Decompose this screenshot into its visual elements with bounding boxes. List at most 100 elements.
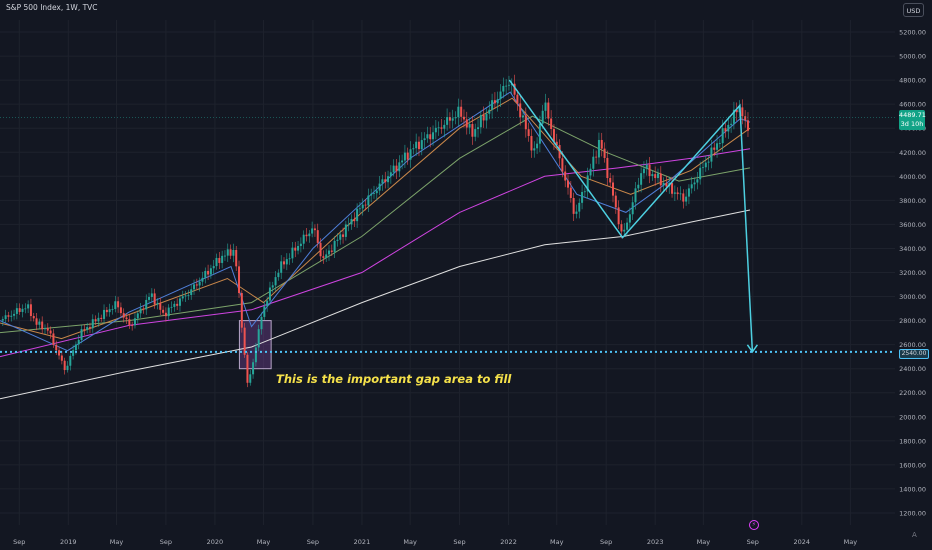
- y-tick-label: 5200.00: [899, 29, 926, 37]
- candle-body: [268, 287, 271, 301]
- candle-body: [707, 161, 710, 163]
- y-tick-label: 1600.00: [899, 461, 926, 469]
- candle-body: [524, 115, 527, 130]
- pattern-line: [508, 79, 754, 352]
- candle-body: [645, 164, 648, 169]
- candle-body: [133, 318, 136, 326]
- candle-body: [55, 344, 58, 351]
- candle-body: [178, 298, 181, 306]
- candle-body: [415, 141, 418, 149]
- candle-body: [389, 172, 392, 177]
- candle-body: [398, 162, 401, 172]
- candle-body: [488, 109, 491, 114]
- candle-body: [218, 257, 221, 263]
- candle-body: [586, 175, 589, 192]
- candle-body: [527, 129, 530, 137]
- candle-body: [443, 124, 446, 129]
- candle-body: [375, 190, 378, 194]
- candle-body: [353, 219, 356, 222]
- level-price-badge: 2540.00: [899, 349, 929, 359]
- candle-body: [60, 355, 63, 361]
- candle-body: [288, 258, 291, 260]
- candle-body: [153, 293, 156, 305]
- candle-body: [159, 302, 162, 310]
- candle-body: [477, 127, 480, 130]
- symbol-title[interactable]: S&P 500 Index, 1W, TVC: [6, 3, 98, 12]
- y-tick-label: 2800.00: [899, 317, 926, 325]
- candle-body: [125, 317, 128, 320]
- candle-body: [609, 178, 612, 183]
- candle-body: [600, 139, 603, 149]
- currency-button[interactable]: USD: [903, 3, 924, 17]
- candle-body: [735, 109, 738, 113]
- last-price-value: 4489.71: [899, 111, 926, 119]
- candle-body: [564, 171, 567, 181]
- candle-body: [432, 132, 435, 140]
- candle-body: [327, 250, 330, 255]
- candle-body: [538, 123, 541, 144]
- candle-body: [628, 214, 631, 223]
- candle-body: [142, 308, 145, 310]
- candle-body: [479, 115, 482, 128]
- price-axis[interactable]: 1200.00 1400.00 1600.00 1800.00 2000.00 2200.…: [899, 29, 926, 518]
- candle-body: [437, 127, 440, 129]
- candle-body: [682, 193, 685, 202]
- candle-body: [493, 100, 496, 104]
- x-tick-label: May: [257, 538, 271, 546]
- candle-body: [139, 308, 142, 314]
- x-tick-label: May: [697, 538, 711, 546]
- time-axis[interactable]: Sep 2019 May Sep 2020 May Sep 2021 May Sep 2022 May…: [13, 538, 857, 546]
- candle-body: [193, 284, 196, 290]
- pattern-drawing[interactable]: [508, 79, 759, 354]
- candle-body: [238, 266, 241, 294]
- candle-body: [299, 243, 302, 247]
- candle-body: [215, 257, 218, 267]
- candle-body: [637, 184, 640, 189]
- candle-body: [505, 85, 508, 87]
- candle-body: [716, 143, 719, 150]
- candle-body: [313, 228, 316, 231]
- y-tick-label: 1400.00: [899, 485, 926, 493]
- candle-body: [240, 293, 243, 328]
- candle-body: [4, 315, 7, 320]
- candle-body: [285, 259, 288, 265]
- lightning-icon[interactable]: ⚡: [749, 520, 759, 530]
- y-tick-label: 4200.00: [899, 149, 926, 157]
- auto-scale-toggle[interactable]: A: [912, 531, 917, 539]
- candle-body: [367, 195, 370, 206]
- candle-body: [679, 193, 682, 195]
- candle-body: [226, 249, 229, 256]
- candle-body: [325, 254, 328, 258]
- candle-body: [77, 339, 80, 345]
- candle-body: [204, 270, 207, 278]
- horizontal-level-layer[interactable]: [0, 117, 895, 353]
- moving-average-line: [0, 115, 751, 334]
- candle-body: [617, 207, 620, 225]
- candle-body: [164, 312, 167, 317]
- x-tick-label: 2021: [354, 538, 371, 546]
- y-tick-label: 1800.00: [899, 437, 926, 445]
- candle-body: [522, 115, 525, 118]
- candle-body: [66, 365, 69, 371]
- moving-average-line: [0, 209, 751, 400]
- candle-body: [713, 147, 716, 150]
- gap-annotation-text[interactable]: This is the important gap area to fill: [276, 372, 512, 386]
- candle-body: [156, 302, 159, 305]
- candle-body: [136, 313, 139, 319]
- candle-body: [612, 182, 615, 196]
- candle-body: [24, 308, 27, 310]
- candle-body: [721, 128, 724, 144]
- candle-body: [330, 250, 333, 252]
- candle-body: [426, 134, 429, 139]
- candle-body: [589, 168, 592, 176]
- candle-body: [69, 355, 72, 366]
- candle-body: [513, 83, 516, 95]
- candle-body: [294, 247, 297, 251]
- candle-body: [333, 240, 336, 252]
- x-tick-label: May: [403, 538, 417, 546]
- candle-body: [746, 120, 749, 131]
- candle-body: [696, 179, 699, 183]
- candle-body: [673, 192, 676, 194]
